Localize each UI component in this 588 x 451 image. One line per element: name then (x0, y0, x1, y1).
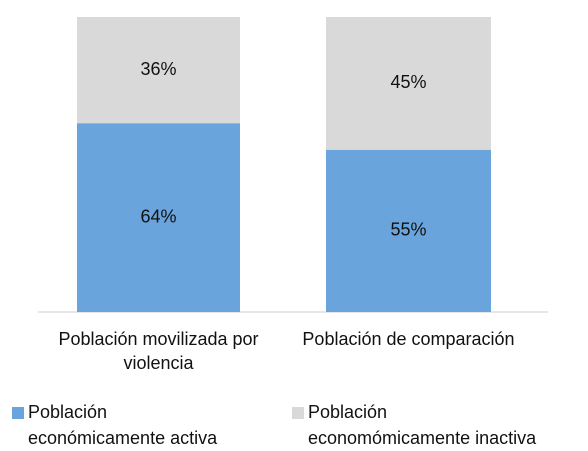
data-label: 45% (390, 72, 426, 92)
data-label: 64% (140, 206, 176, 226)
bar-segment (77, 123, 240, 312)
legend-label: Población economómicamente inactiva (308, 402, 537, 448)
legend-label: Población económicamente activa (28, 402, 218, 448)
bar-segment (326, 149, 491, 312)
x-tick-label: Población movilizada por violencia (58, 329, 258, 373)
data-label: 36% (140, 59, 176, 79)
legend-swatch (292, 407, 304, 419)
data-label: 55% (390, 220, 426, 240)
bar-segment (77, 17, 240, 124)
legend-swatch (12, 407, 24, 419)
bar-segment (326, 17, 491, 150)
x-tick-label: Población de comparación (302, 329, 514, 349)
